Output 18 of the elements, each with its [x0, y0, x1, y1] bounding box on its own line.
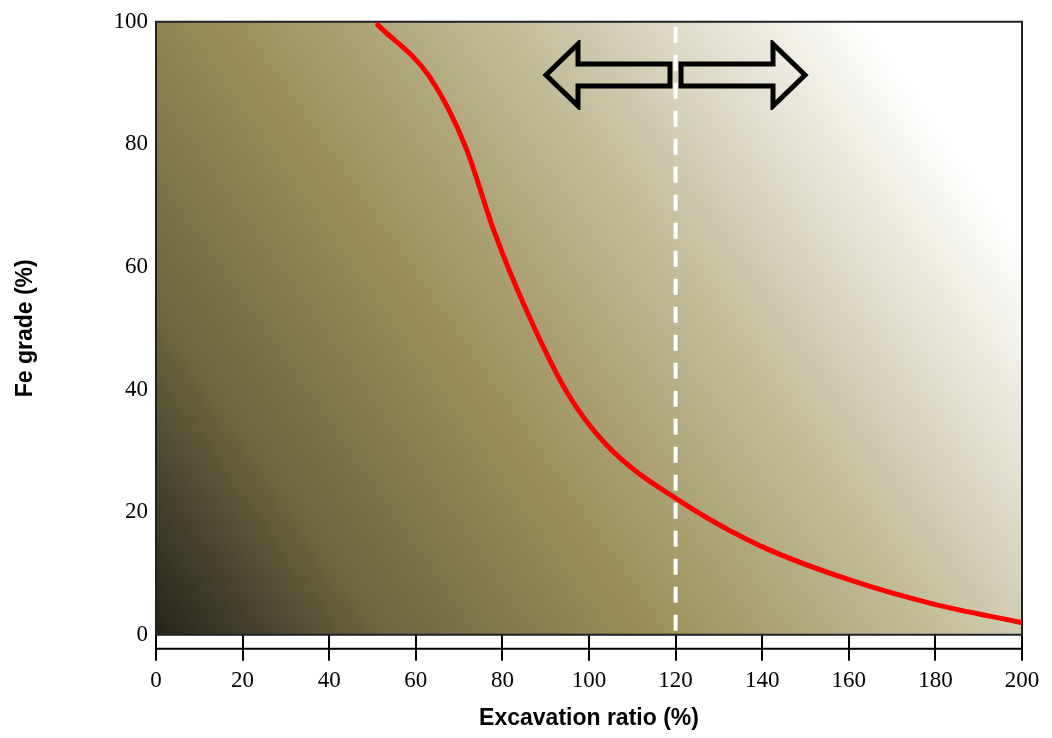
x-tick-label: 40: [317, 666, 341, 692]
y-tick-label: 60: [125, 253, 148, 279]
y-tick-label: 0: [136, 620, 148, 646]
x-tick-label: 200: [1004, 666, 1040, 692]
x-tick-label: 20: [231, 666, 255, 692]
y-tick-label: 100: [113, 7, 148, 33]
y-tick-label: 20: [125, 498, 148, 524]
x-tick-label: 180: [918, 666, 953, 692]
x-tick-label: 60: [404, 666, 428, 692]
x-tick-label: 140: [744, 666, 780, 692]
y-tick-label: 40: [125, 375, 148, 401]
x-tick-label: 80: [490, 666, 514, 692]
x-tick-label: 100: [571, 666, 607, 692]
x-tick-label: 120: [658, 666, 693, 692]
x-axis-title: Excavation ratio (%): [479, 703, 699, 730]
y-axis-title: Fe grade (%): [11, 259, 38, 398]
x-tick-label: 160: [831, 666, 867, 692]
y-tick-label: 80: [125, 130, 148, 156]
